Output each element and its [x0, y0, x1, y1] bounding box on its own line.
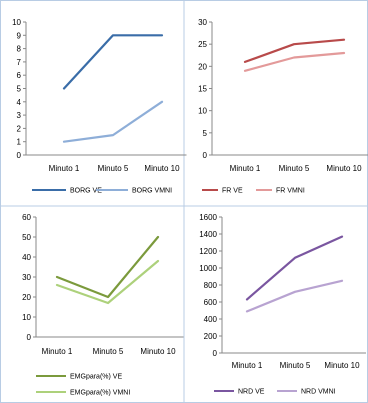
y-tick-label: 400	[204, 315, 218, 324]
y-tick-label: 40	[22, 253, 31, 262]
y-tick-label: 30	[22, 273, 31, 282]
x-tick-label: Minuto 1	[42, 347, 73, 356]
x-tick-label: Minuto 10	[140, 347, 176, 356]
y-tick-label: 2	[17, 124, 22, 133]
series-line-1	[245, 235, 344, 301]
series-line-2	[243, 51, 346, 72]
series-line-1	[55, 235, 160, 299]
legend-label: FR VMNI	[276, 188, 305, 195]
chart-panel-1: 0 1 2 3 4 5 6 7 8 9 10 Minuto 1 Minuto 5 Minuto 10 BOR…	[12, 18, 187, 195]
x-tick-label: Minuto 1	[49, 164, 80, 173]
legend-label: BORG VMNI	[132, 188, 172, 195]
y-tick-label: 10	[12, 18, 21, 27]
y-tick-label: 3	[17, 111, 22, 120]
y-tick-label: 10	[198, 107, 207, 116]
y-tick-label: 1	[17, 138, 22, 147]
y-tick-label: 7	[17, 58, 22, 67]
series-line-2	[245, 279, 344, 313]
legend-label: BORG VE	[70, 188, 102, 195]
y-tick-label: 5	[203, 129, 208, 138]
legend-label: NRD VE	[238, 389, 265, 396]
y-tick-label: 0	[27, 333, 32, 342]
legend-label: FR VE	[222, 188, 243, 195]
x-tick-label: Minuto 1	[230, 164, 261, 173]
y-tick-label: 0	[203, 151, 208, 160]
x-tick-label: Minuto 5	[280, 361, 311, 370]
y-tick-label: 6	[17, 71, 22, 80]
legend-label: EMGpara(%) VE	[70, 374, 122, 381]
y-tick-label: 0	[213, 349, 218, 358]
x-tick-label: Minuto 5	[98, 164, 129, 173]
chart-panel-3: 0 10 20 30 40 50 60 Minuto 1 Minuto 5 Minuto 10 EM…	[22, 213, 184, 397]
series-line-1	[243, 38, 346, 64]
y-tick-label: 60	[22, 213, 31, 222]
y-tick-label: 50	[22, 233, 31, 242]
y-tick-label: 15	[198, 85, 207, 94]
y-tick-label: 30	[198, 18, 207, 27]
y-tick-label: 9	[17, 31, 22, 40]
y-tick-label: 8	[17, 45, 22, 54]
legend-label: EMGpara(%) VMNI	[70, 390, 130, 397]
y-tick-label: 200	[204, 332, 218, 341]
y-tick-label: 1400	[199, 230, 217, 239]
y-tick-label: 0	[17, 151, 22, 160]
x-tick-label: Minuto 10	[324, 361, 360, 370]
y-tick-label: 1200	[199, 247, 217, 256]
x-tick-label: Minuto 5	[279, 164, 310, 173]
series-line-1	[62, 34, 164, 90]
y-tick-label: 1600	[199, 213, 217, 222]
legend-label: NRD VMNI	[301, 389, 336, 396]
y-tick-label: 800	[204, 281, 218, 290]
x-tick-label: Minuto 10	[326, 164, 362, 173]
y-tick-label: 4	[17, 98, 22, 107]
x-tick-label: Minuto 1	[232, 361, 263, 370]
x-tick-label: Minuto 5	[93, 347, 124, 356]
series-line-2	[62, 100, 164, 143]
series-line-2	[55, 259, 160, 305]
chart-panel-4: 0 200 400 600 800 1000 1200 1400 1600 Minuto 1 Min…	[199, 213, 366, 396]
y-tick-label: 20	[22, 293, 31, 302]
chart-panel-2: 0 5 10 15 20 25 30 Minuto 1 Minuto 5 Minuto 10 FR …	[198, 18, 368, 195]
y-tick-label: 20	[198, 62, 207, 71]
y-tick-label: 10	[22, 313, 31, 322]
y-tick-label: 25	[198, 40, 207, 49]
y-tick-label: 600	[204, 298, 218, 307]
y-tick-label: 5	[17, 85, 22, 94]
x-tick-label: Minuto 10	[144, 164, 180, 173]
y-tick-label: 1000	[199, 264, 217, 273]
